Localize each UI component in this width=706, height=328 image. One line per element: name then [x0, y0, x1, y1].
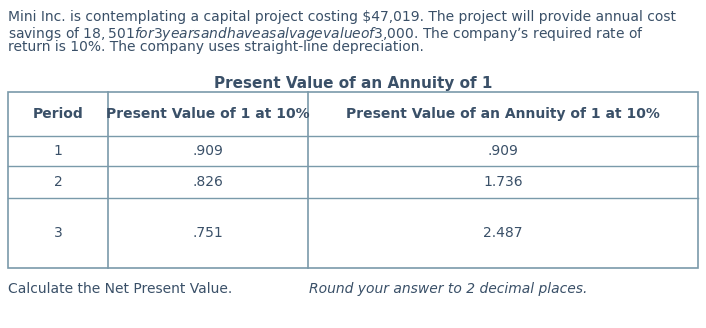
Text: Mini Inc. is contemplating a capital project costing $47,019. The project will p: Mini Inc. is contemplating a capital pro…: [8, 10, 676, 24]
Text: Present Value of an Annuity of 1: Present Value of an Annuity of 1: [214, 76, 492, 91]
Text: 2: 2: [54, 175, 62, 189]
Text: Round your answer to 2 decimal places.: Round your answer to 2 decimal places.: [309, 282, 587, 296]
Text: .909: .909: [488, 144, 518, 158]
Text: .826: .826: [193, 175, 223, 189]
Text: Period: Period: [32, 107, 83, 121]
Text: 1.736: 1.736: [483, 175, 523, 189]
Text: 1: 1: [54, 144, 62, 158]
Text: savings of $18,501 for 3 years and have a salvage value of $3,000. The company’s: savings of $18,501 for 3 years and have …: [8, 25, 644, 43]
Text: 3: 3: [54, 226, 62, 240]
Text: 2.487: 2.487: [483, 226, 522, 240]
Text: Calculate the Net Present Value.: Calculate the Net Present Value.: [8, 282, 241, 296]
Text: return is 10%. The company uses straight-line depreciation.: return is 10%. The company uses straight…: [8, 40, 424, 54]
Text: .751: .751: [193, 226, 223, 240]
Text: Present Value of 1 at 10%: Present Value of 1 at 10%: [106, 107, 310, 121]
Text: Present Value of an Annuity of 1 at 10%: Present Value of an Annuity of 1 at 10%: [346, 107, 660, 121]
Bar: [8, 92, 698, 268]
Text: .909: .909: [193, 144, 223, 158]
